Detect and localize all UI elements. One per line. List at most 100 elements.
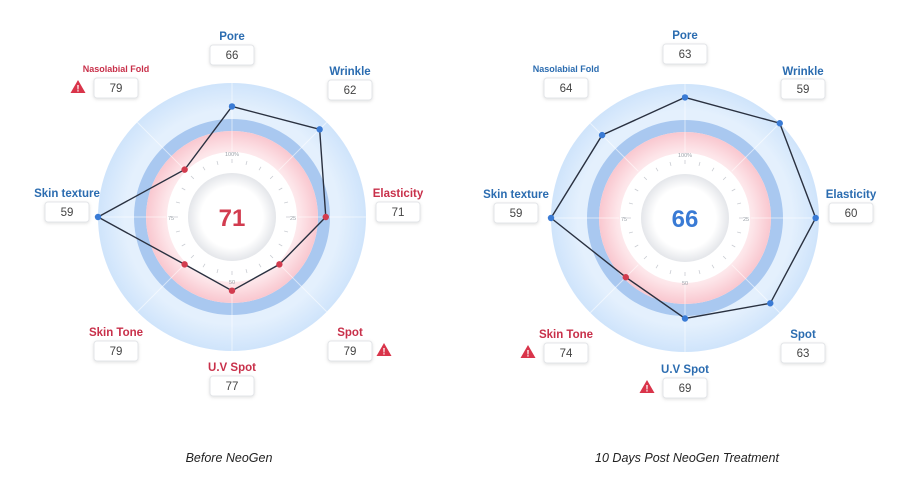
dial-tick <box>722 255 727 260</box>
dial-tick <box>216 269 219 274</box>
dial-tick <box>284 230 289 233</box>
dial-tick <box>669 161 672 166</box>
data-point-spot <box>767 300 774 307</box>
value-box-u-v-spot <box>662 377 708 399</box>
dial-tick-label: 25 <box>743 217 749 223</box>
dial-tick-label: 100% <box>678 153 692 159</box>
dial-tick-label: 75 <box>168 216 174 222</box>
svg-text:!: ! <box>646 384 649 394</box>
axis-spoke <box>589 264 639 314</box>
dial-tick <box>190 254 195 259</box>
value-box-u-v-spot <box>209 375 255 397</box>
value-text-skin-tone: 74 <box>560 348 573 360</box>
value-text-skin-texture: 59 <box>510 208 523 220</box>
value-box-skin-texture <box>493 202 539 224</box>
dial-tick-label: 50 <box>229 280 235 286</box>
axis-spoke <box>589 122 639 172</box>
value-box-nasolabial-fold <box>93 77 139 99</box>
value-text-u-v-spot: 69 <box>679 383 692 395</box>
data-point-elasticity <box>322 213 329 221</box>
dial-tick <box>711 264 715 269</box>
dial-tick <box>216 160 219 165</box>
dial-tick <box>181 243 186 247</box>
dial-tick <box>731 244 736 248</box>
dial-tick <box>181 187 186 191</box>
axis-label-u-v-spot: U.V Spot <box>661 364 709 376</box>
radar-chart-after: 100% 25 50 75 66 Pore 63 Wrinkle 59 Elasticity 60 S… <box>483 30 877 399</box>
radar-panel-after: 100% 25 50 75 66 Pore 63 Wrinkle 59 Elasticity 60 S… <box>458 0 916 479</box>
data-point-u-v-spot <box>681 315 689 322</box>
data-point-pore <box>228 103 236 110</box>
value-box-pore <box>662 43 708 65</box>
warning-icon: ! <box>376 343 392 357</box>
value-text-elasticity: 60 <box>845 208 858 220</box>
dial-tick <box>284 201 289 204</box>
axis-label-elasticity: Elasticity <box>826 189 877 201</box>
axis-label-spot: Spot <box>790 329 816 341</box>
value-box-skin-tone <box>543 342 589 364</box>
value-text-wrinkle: 59 <box>797 84 810 96</box>
dial-tick <box>175 201 180 204</box>
center-score: 66 <box>672 206 699 233</box>
value-text-pore: 66 <box>226 50 239 62</box>
svg-text:!: ! <box>383 347 386 357</box>
dial-tick <box>722 176 727 181</box>
value-text-nasolabial-fold: 79 <box>110 83 123 95</box>
dial-tick-label: 75 <box>621 217 627 223</box>
dial-tick <box>737 231 742 234</box>
caption-after: 10 Days Post NeoGen Treatment <box>595 451 779 465</box>
axis-label-u-v-spot: U.V Spot <box>208 362 256 374</box>
value-box-wrinkle <box>780 78 826 100</box>
dial-tick <box>628 202 633 205</box>
radar-chart-before: 100% 25 50 75 71 Pore 66 Wrinkle 62 Elasticity 71 S… <box>34 31 424 397</box>
dial-tick <box>202 263 206 268</box>
axis-spoke <box>278 263 328 313</box>
value-box-elasticity <box>828 202 874 224</box>
value-text-u-v-spot: 77 <box>226 381 239 393</box>
data-point-spot <box>276 261 283 268</box>
dial-tick <box>245 160 248 165</box>
axis-label-skin-texture: Skin texture <box>483 189 549 201</box>
value-box-skin-tone <box>93 340 139 362</box>
dial-tick <box>175 230 180 233</box>
data-point-skin-tone <box>622 274 629 281</box>
dial-tick <box>643 255 648 260</box>
data-point-skin-texture <box>547 214 555 222</box>
dial-tick <box>698 270 701 275</box>
dial-tick <box>269 175 274 180</box>
axis-label-wrinkle: Wrinkle <box>329 66 370 78</box>
value-box-spot <box>327 340 373 362</box>
value-text-skin-tone: 79 <box>110 346 123 358</box>
value-box-skin-texture <box>44 201 90 223</box>
dial-tick <box>634 188 639 192</box>
data-point-pore <box>681 94 689 101</box>
svg-text:!: ! <box>527 349 530 359</box>
value-box-spot <box>780 342 826 364</box>
dial-tick <box>643 176 648 181</box>
data-point-elasticity <box>812 214 819 222</box>
dial-tick <box>278 187 283 191</box>
dial-tick <box>278 243 283 247</box>
axis-spoke <box>136 121 186 171</box>
axis-label-skin-tone: Skin Tone <box>539 329 593 341</box>
value-box-elasticity <box>375 201 421 223</box>
value-text-wrinkle: 62 <box>344 85 357 97</box>
dial-tick <box>628 231 633 234</box>
value-text-elasticity: 71 <box>392 207 405 219</box>
dial-tick <box>258 263 262 268</box>
dial-tick-label: 25 <box>290 216 296 222</box>
data-point-nasolabial-fold <box>598 131 606 139</box>
axis-label-skin-tone: Skin Tone <box>89 327 143 339</box>
axis-spoke <box>731 122 781 172</box>
dial-tick <box>245 269 248 274</box>
dial-tick <box>711 167 715 172</box>
dial-tick <box>634 244 639 248</box>
dial-tick <box>655 264 659 269</box>
caption-before: Before NeoGen <box>185 451 273 465</box>
value-text-pore: 63 <box>679 49 692 61</box>
core-center <box>655 188 715 248</box>
axis-label-pore: Pore <box>219 31 245 43</box>
data-point-skin-texture <box>94 213 102 221</box>
radar-panel-before: 100% 25 50 75 71 Pore 66 Wrinkle 62 Elasticity 71 S… <box>0 0 458 479</box>
value-box-wrinkle <box>327 79 373 101</box>
